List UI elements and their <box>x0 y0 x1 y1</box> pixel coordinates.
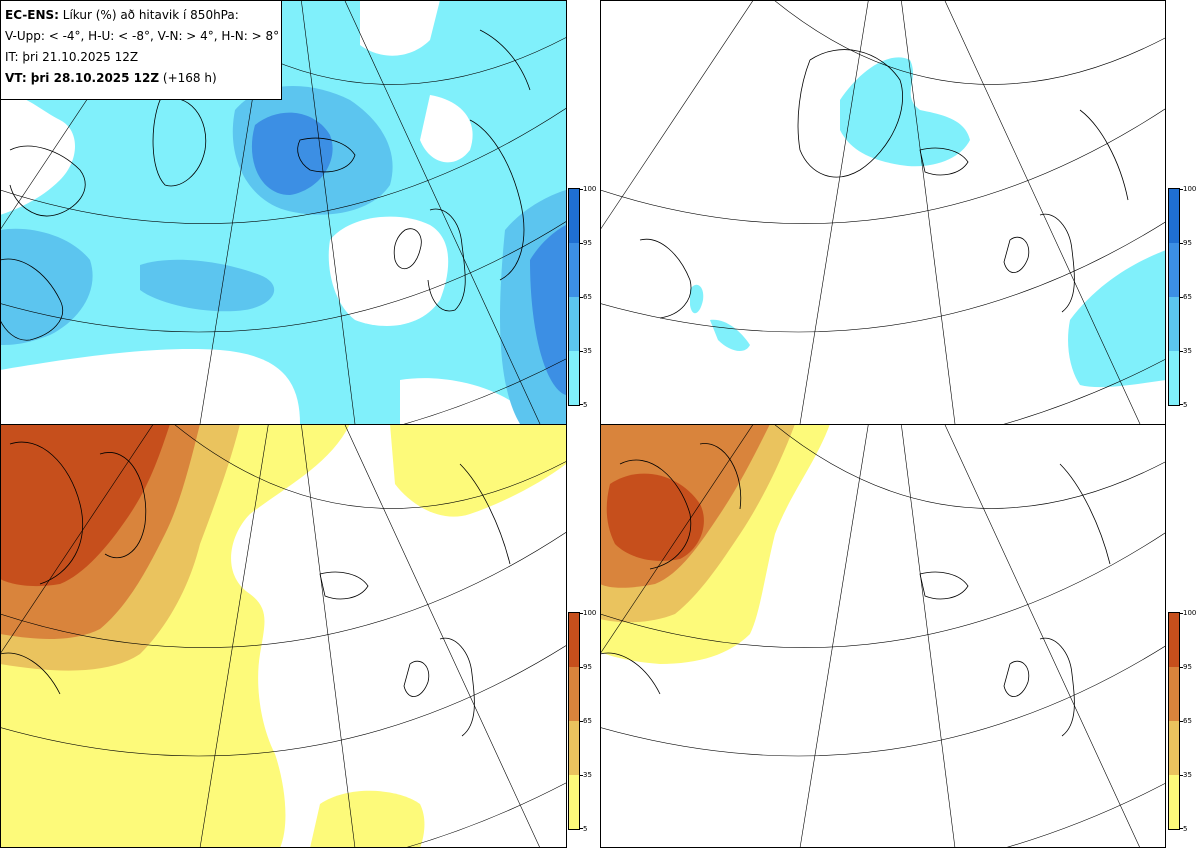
model-name: EC-ENS: <box>5 8 59 22</box>
colorbar-cold: 100 95 65 35 5 <box>568 185 596 409</box>
colorbar-tick <box>579 775 583 776</box>
colorbar-tick <box>579 721 583 722</box>
colorbar-tick <box>579 613 583 614</box>
colorbar-tick <box>1179 775 1183 776</box>
initial-time: IT: þri 21.10.2025 12Z <box>5 50 139 64</box>
map-panel-warm-4 <box>0 424 566 848</box>
map-panel-cold-8 <box>600 0 1166 424</box>
colorbar-tick <box>579 189 583 190</box>
colorbar-label: 100 <box>583 185 597 193</box>
colorbar-label: 35 <box>1183 771 1192 779</box>
colorbar-label: 100 <box>1183 185 1197 193</box>
colorbar-tick <box>1179 297 1183 298</box>
colorbar-segment <box>1169 613 1179 667</box>
colorbar-segment <box>1169 721 1179 775</box>
probability-map <box>0 424 566 848</box>
colorbar-segment <box>569 243 579 297</box>
colorbar-tick <box>1179 189 1183 190</box>
forecast-info-box: EC-ENS: Líkur (%) að hitavik í 850hPa: V… <box>0 0 282 100</box>
colorbar-segment <box>1169 243 1179 297</box>
colorbar-label: 100 <box>1183 609 1197 617</box>
colorbar-segment <box>569 775 579 829</box>
colorbar-label: 5 <box>583 401 588 409</box>
colorbar-label: 95 <box>583 239 592 247</box>
colorbar-label: 35 <box>1183 347 1192 355</box>
colorbar-segment <box>569 351 579 405</box>
colorbar-segment <box>1169 667 1179 721</box>
colorbar-tick <box>579 243 583 244</box>
colorbar-segment <box>569 613 579 667</box>
colorbar-tick <box>579 351 583 352</box>
map-panel-cold-4: EC-ENS: Líkur (%) að hitavik í 850hPa: V… <box>0 0 566 424</box>
map-panel-warm-8 <box>600 424 1166 848</box>
colorbar-segment <box>569 667 579 721</box>
colorbar-segment <box>1169 297 1179 351</box>
colorbar-tick <box>1179 721 1183 722</box>
colorbar-label: 65 <box>583 293 592 301</box>
colorbar-tick <box>579 297 583 298</box>
probability-map <box>0 0 566 424</box>
colorbar-segment <box>1169 351 1179 405</box>
colorbar-tick <box>1179 613 1183 614</box>
colorbar-segment <box>569 189 579 243</box>
colorbar-segment <box>569 297 579 351</box>
probability-map <box>600 0 1166 424</box>
colorbar-label: 65 <box>1183 717 1192 725</box>
colorbar-label: 100 <box>583 609 597 617</box>
colorbar-label: 95 <box>583 663 592 671</box>
valid-time-line: VT: þri 28.10.2025 12Z (+168 h) <box>5 68 277 89</box>
threshold-line: V-Upp: < -4°, H-U: < -8°, V-N: > 4°, H-N… <box>5 29 280 43</box>
colorbar-segment <box>1169 189 1179 243</box>
colorbar-label: 5 <box>1183 825 1188 833</box>
colorbar-label: 35 <box>583 347 592 355</box>
colorbar-label: 5 <box>583 825 588 833</box>
colorbar-segment <box>569 721 579 775</box>
valid-time: VT: þri 28.10.2025 12Z <box>5 71 160 85</box>
colorbar-label: 5 <box>1183 401 1188 409</box>
colorbar-tick <box>1179 404 1183 405</box>
colorbar-label: 95 <box>1183 663 1192 671</box>
lead-time: (+168 h) <box>162 71 217 85</box>
colorbar-label: 65 <box>583 717 592 725</box>
colorbar-tick <box>1179 243 1183 244</box>
colorbar-cold: 100 95 65 35 5 <box>1168 185 1196 409</box>
title-text: Líkur (%) að hitavik í 850hPa: <box>62 8 239 22</box>
title-line: EC-ENS: Líkur (%) að hitavik í 850hPa: <box>5 5 277 26</box>
colorbar-tick <box>579 404 583 405</box>
colorbar-label: 95 <box>1183 239 1192 247</box>
colorbar-warm: 100 95 65 35 5 <box>1168 609 1196 833</box>
colorbar-segment <box>1169 775 1179 829</box>
colorbar-tick <box>1179 667 1183 668</box>
colorbar-tick <box>579 667 583 668</box>
probability-map <box>600 424 1166 848</box>
colorbar-warm: 100 95 65 35 5 <box>568 609 596 833</box>
colorbar-label: 35 <box>583 771 592 779</box>
colorbar-label: 65 <box>1183 293 1192 301</box>
colorbar-tick <box>579 828 583 829</box>
colorbar-tick <box>1179 828 1183 829</box>
colorbar-tick <box>1179 351 1183 352</box>
